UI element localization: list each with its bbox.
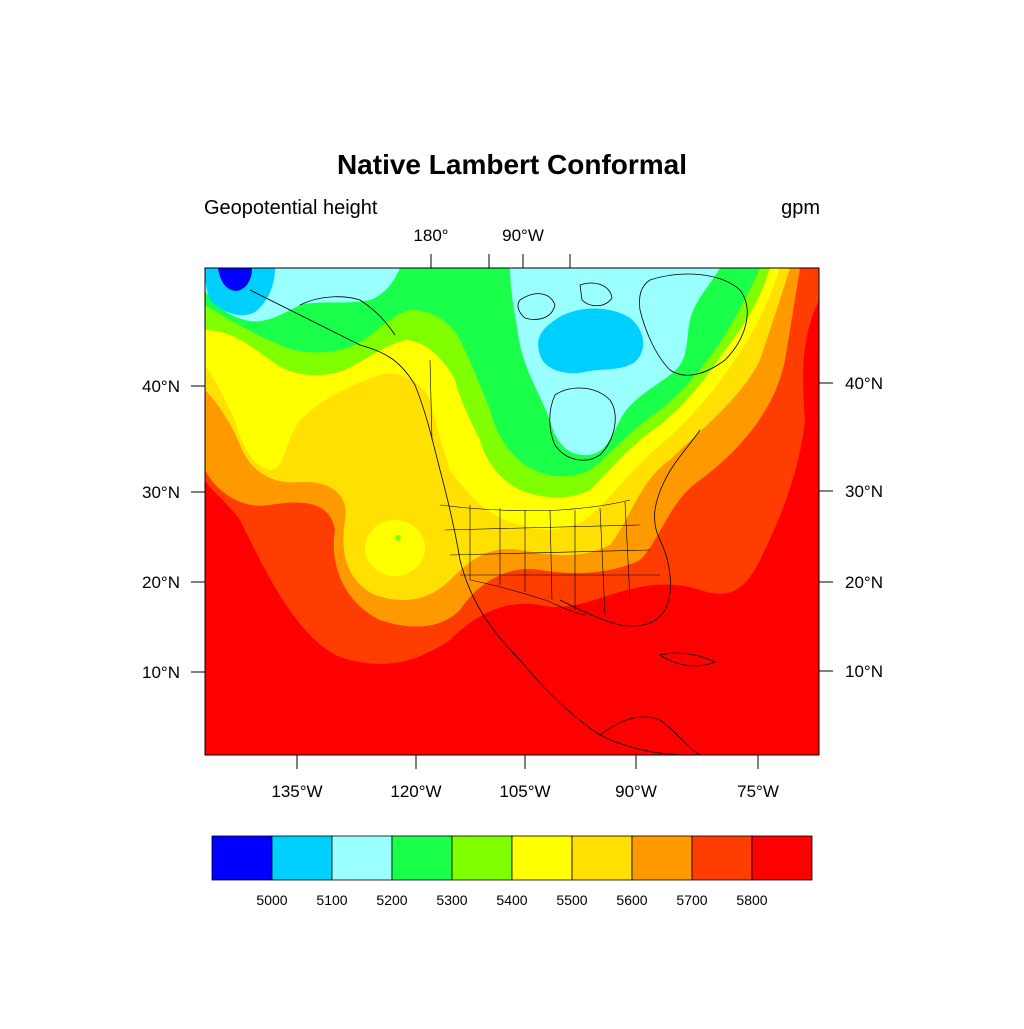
map-panel (205, 268, 819, 755)
contour-fill-5000-polar (538, 308, 644, 374)
contour-fill-high-center (395, 535, 401, 541)
main-title: Native Lambert Conformal (337, 149, 687, 180)
colorbar-swatch (691, 835, 753, 881)
bottom-lon-label: 75°W (737, 782, 779, 801)
bottom-lon-label: 90°W (615, 782, 657, 801)
right-lat-label: 20°N (845, 573, 883, 592)
contour-fill-high-5400 (365, 520, 425, 576)
colorbar-swatch (751, 835, 813, 881)
left-lat-label: 10°N (142, 663, 180, 682)
colorbar-level-label: 5500 (556, 892, 587, 908)
colorbar-swatch (571, 835, 633, 881)
colorbar-labels: 5000 5100 5200 5300 5400 5500 5600 5700 5800 (256, 892, 767, 908)
map-frame (204, 267, 820, 756)
bottom-lon-label: 105°W (499, 782, 550, 801)
coastlines (249, 273, 748, 755)
colorbar-level-label: 5300 (436, 892, 467, 908)
map-tick-labels: 180° 90°W 135°W 120°W 105°W 90°W 75°W 40°N 30°N 2… (142, 226, 883, 801)
map-ticks (191, 254, 833, 769)
bottom-lon-label: 135°W (271, 782, 322, 801)
contour-fill-below-5000 (218, 268, 252, 291)
colorbar-level-label: 5000 (256, 892, 287, 908)
colorbar-level-label: 5200 (376, 892, 407, 908)
colorbar-level-label: 5100 (316, 892, 347, 908)
colorbar-level-label: 5600 (616, 892, 647, 908)
colorbar-level-label: 5700 (676, 892, 707, 908)
left-lat-label: 30°N (142, 483, 180, 502)
top-lon-label: 90°W (502, 226, 544, 245)
political-borders (429, 359, 660, 616)
right-lat-label: 30°N (845, 482, 883, 501)
colorbar-swatch (631, 835, 693, 881)
colorbar (211, 835, 813, 881)
right-subtitle: gpm (781, 197, 820, 219)
colorbar-swatch (451, 835, 513, 881)
left-subtitle: Geopotential height (204, 197, 378, 219)
colorbar-swatch (391, 835, 453, 881)
colorbar-swatch (511, 835, 573, 881)
right-lat-label: 40°N (845, 374, 883, 393)
top-lon-label: 180° (413, 226, 448, 245)
right-lat-label: 10°N (845, 662, 883, 681)
colorbar-swatch (331, 835, 393, 881)
colorbar-level-label: 5800 (736, 892, 767, 908)
left-lat-label: 20°N (142, 573, 180, 592)
left-lat-label: 40°N (142, 377, 180, 396)
colorbar-swatch (271, 835, 333, 881)
colorbar-swatch (211, 835, 273, 881)
bottom-lon-label: 120°W (390, 782, 441, 801)
colorbar-level-label: 5400 (496, 892, 527, 908)
